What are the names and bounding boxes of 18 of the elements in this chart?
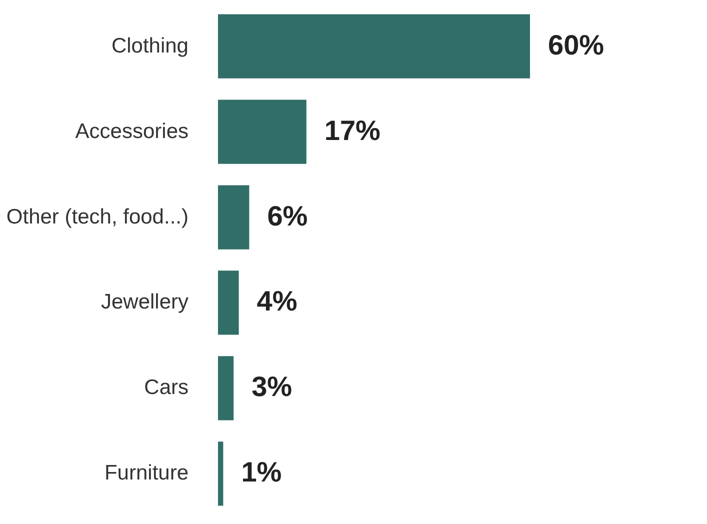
- y-tick-label: Furniture: [104, 462, 188, 485]
- y-tick-label: Clothing: [111, 34, 188, 58]
- data-label: 17%: [324, 114, 381, 146]
- y-tick-label: Jewellery: [100, 290, 189, 314]
- data-label: 1%: [241, 456, 282, 488]
- bar: [218, 100, 306, 164]
- bar: [218, 185, 250, 250]
- data-label: 4%: [256, 286, 298, 317]
- bar: [218, 14, 530, 78]
- bar: [218, 356, 234, 420]
- y-tick-label: Other (tech, food...): [6, 205, 188, 228]
- y-tick-label: Cars: [144, 376, 188, 400]
- bar: [218, 270, 239, 335]
- data-label: 3%: [252, 371, 292, 402]
- y-tick-label: Accessories: [75, 120, 188, 143]
- data-label: 6%: [267, 200, 308, 232]
- bar: [218, 442, 224, 506]
- data-label: 60%: [548, 29, 604, 60]
